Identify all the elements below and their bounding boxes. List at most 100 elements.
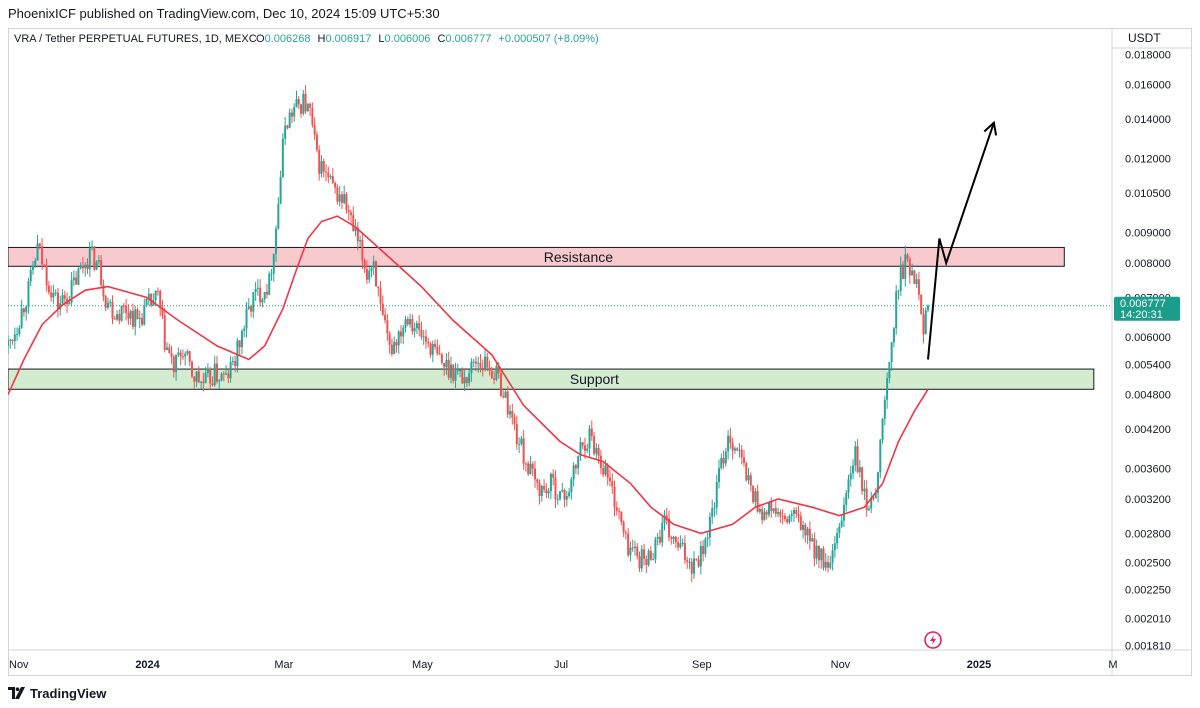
candle-body [870, 497, 873, 509]
price-axis[interactable]: 0.018000 0.016000 0.014000 0.012000 0.010500… [1125, 49, 1171, 652]
currency-label[interactable]: USDT [1128, 31, 1161, 45]
candle-body [243, 328, 246, 332]
candle-body [845, 492, 848, 505]
candle-body [827, 561, 830, 568]
candles-layer [8, 85, 929, 583]
candle-body [922, 314, 925, 335]
candle-body [415, 323, 418, 329]
candle-body [790, 513, 793, 517]
candle-body [104, 296, 107, 308]
candle-body [852, 465, 855, 474]
candle-body [668, 518, 671, 538]
candle-body [116, 314, 119, 320]
flash-icon[interactable] [924, 631, 942, 649]
candle-body [520, 438, 523, 444]
candle-body [275, 228, 278, 255]
candle-body [565, 496, 568, 500]
candle-body [622, 521, 625, 533]
price-tick-label: 0.002500 [1125, 558, 1171, 570]
candle-body [681, 543, 684, 545]
candle-body [495, 365, 498, 380]
candle-body [43, 264, 46, 266]
candle-body [547, 491, 550, 494]
candle-body [817, 545, 820, 561]
candle-body [236, 340, 239, 367]
candle-body [699, 545, 702, 567]
candle-body [184, 353, 187, 357]
price-chart[interactable]: Resistance Support VRA / Tether PERPETUAL… [8, 28, 1192, 676]
projection-path [927, 122, 995, 360]
candle-body [268, 273, 271, 295]
candle-body [511, 411, 514, 418]
candle-body [479, 362, 482, 368]
candle-body [513, 417, 516, 424]
candle-body [920, 294, 923, 315]
candle-body [434, 343, 437, 347]
candle-body [81, 265, 84, 269]
candle-body [350, 212, 353, 216]
candle-body [322, 161, 325, 172]
candle-body [913, 270, 916, 284]
candle-body [136, 309, 139, 320]
time-tick-label: 2024 [135, 659, 160, 671]
candle-body [77, 268, 80, 285]
candle-body [354, 227, 357, 232]
candle-body [372, 261, 375, 269]
candle-body [315, 134, 318, 150]
candle-body [263, 291, 266, 300]
candle-body [915, 279, 918, 284]
candle-body [204, 373, 207, 384]
candle-body [281, 138, 284, 178]
candle-body [238, 340, 241, 348]
candle-body [304, 93, 307, 112]
candle-body [20, 308, 23, 329]
candle-body [743, 457, 745, 464]
candle-body [761, 509, 764, 521]
candle-body [436, 346, 439, 354]
legend-high: 0.006917 [325, 33, 371, 45]
candle-body [724, 451, 727, 464]
candle-body [693, 558, 696, 574]
candle-body [840, 520, 843, 527]
candle-body [820, 548, 823, 561]
candle-body [472, 361, 475, 363]
candle-body [813, 538, 816, 559]
candle-body [411, 318, 414, 332]
price-tick-label: 0.002010 [1125, 614, 1171, 626]
candle-body [677, 542, 680, 548]
price-tick-label: 0.008000 [1125, 258, 1171, 270]
candle-body [731, 443, 734, 451]
candle-body [202, 381, 205, 384]
candle-body [729, 435, 732, 444]
candle-body [356, 227, 359, 242]
candle-body [572, 465, 575, 480]
candle-body [86, 264, 89, 270]
candle-body [831, 550, 834, 563]
candle-body [261, 299, 264, 303]
candle-body [22, 308, 25, 313]
candle-body [477, 362, 480, 364]
candle-body [54, 292, 57, 294]
candle-body [409, 318, 412, 325]
candle-body [615, 507, 618, 511]
candle-body [499, 373, 502, 397]
candle-body [506, 391, 509, 415]
candle-body [781, 515, 784, 517]
time-tick-label: M [1108, 659, 1117, 671]
candle-body [663, 515, 666, 524]
candle-body [536, 479, 539, 483]
candle-body [163, 315, 166, 350]
candle-body [161, 307, 164, 316]
candle-body [758, 509, 761, 512]
candle-body [154, 290, 157, 301]
candle-body [643, 549, 646, 559]
candle-body [588, 428, 591, 449]
candle-body [295, 99, 298, 108]
candle-body [847, 479, 850, 493]
candle-body [259, 287, 262, 303]
candle-body [300, 104, 303, 114]
candle-body [718, 468, 721, 483]
time-axis[interactable]: Nov 2024 Mar May Jul Sep Nov 2025 M [9, 659, 1118, 671]
candle-body [13, 334, 16, 341]
legend-high-label: H [318, 33, 326, 45]
